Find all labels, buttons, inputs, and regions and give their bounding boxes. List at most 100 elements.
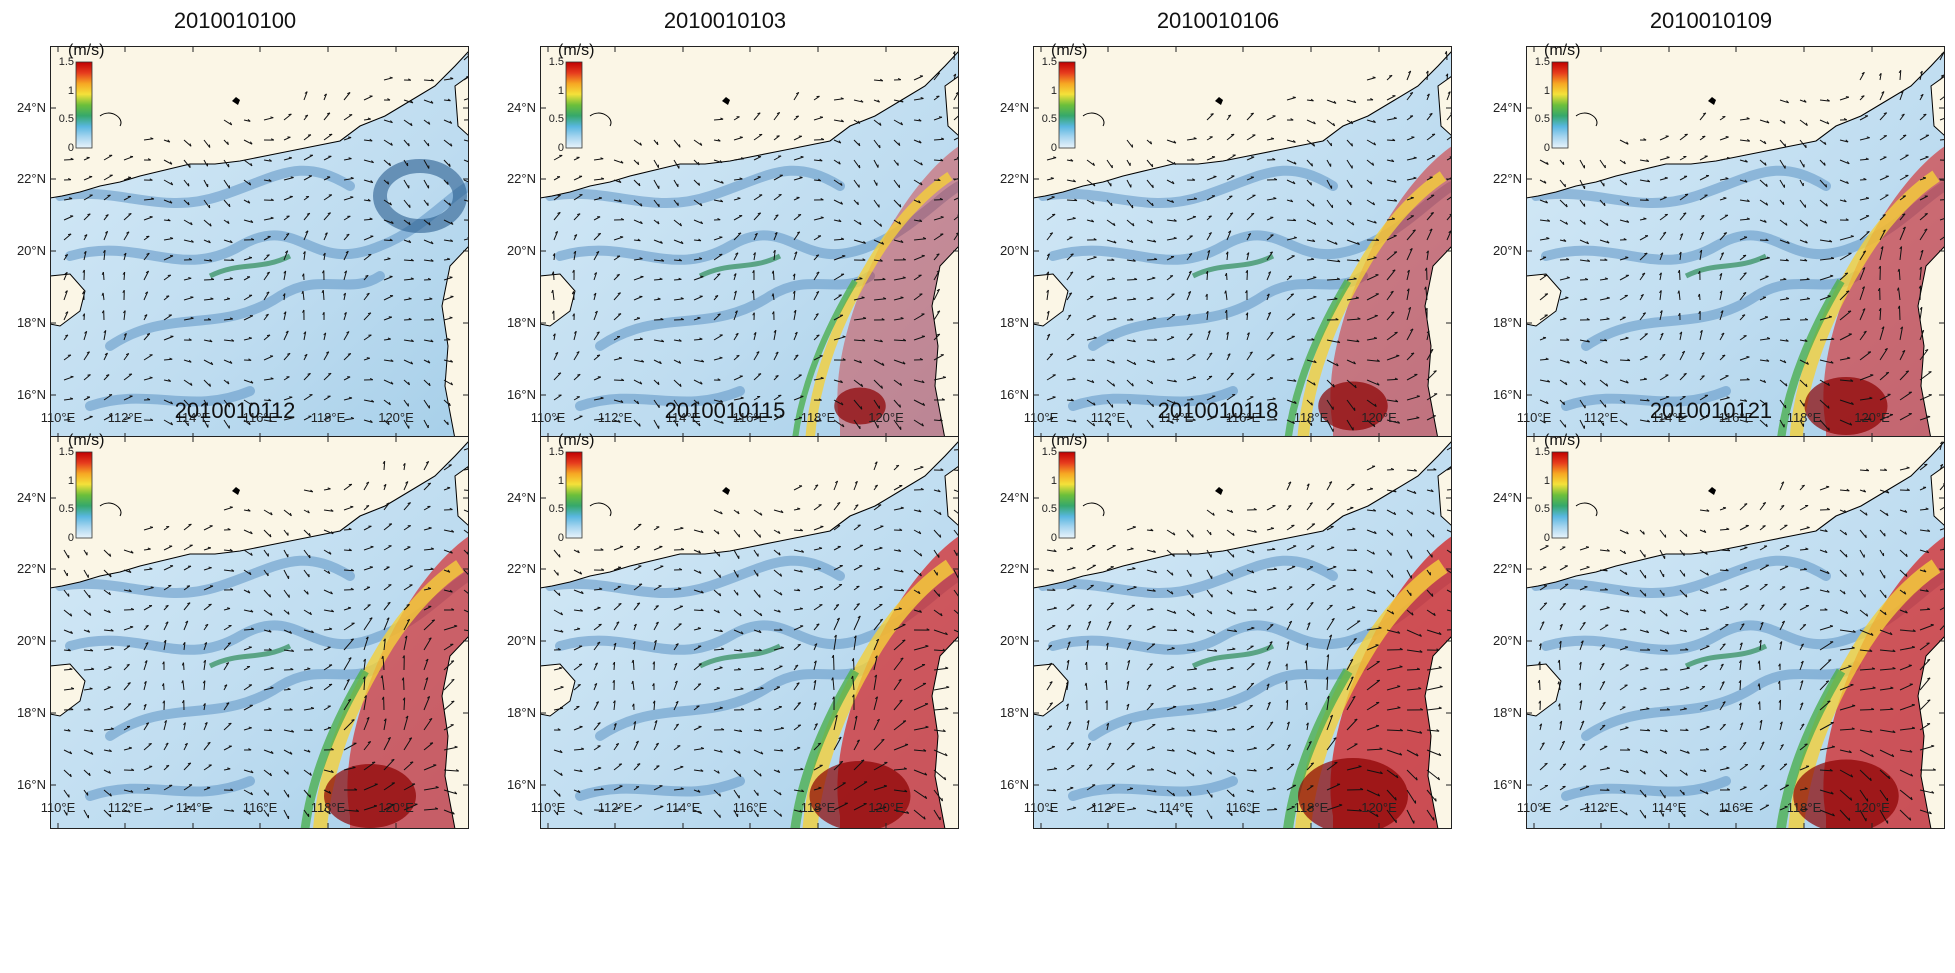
velocity-arrow — [63, 549, 70, 559]
arrow-head — [780, 726, 784, 729]
velocity-arrow — [1426, 549, 1433, 558]
velocity-arrow — [1326, 339, 1340, 344]
longitude-label: 120°E — [378, 800, 414, 815]
arrow-head — [270, 138, 275, 141]
velocity-arrow — [893, 639, 906, 651]
arrow-head — [1785, 297, 1790, 300]
velocity-arrow — [163, 238, 174, 241]
velocity-arrow — [83, 194, 93, 201]
arrow-head — [944, 753, 948, 757]
velocity-arrow — [733, 158, 744, 161]
velocity-arrow — [443, 399, 451, 407]
velocity-arrow — [1166, 666, 1174, 671]
velocity-arrow — [243, 419, 251, 426]
arrow-head — [652, 661, 655, 665]
velocity-arrow — [673, 298, 684, 301]
arrow-head — [1408, 70, 1412, 74]
colorbar-tick: 0.5 — [548, 503, 564, 516]
velocity-arrow — [1386, 749, 1402, 756]
velocity-arrow — [1426, 589, 1434, 597]
arrow-head — [640, 220, 643, 225]
velocity-arrow — [1839, 159, 1850, 165]
arrow-head — [210, 361, 214, 365]
velocity-arrow — [143, 605, 153, 611]
arrow-head — [1868, 417, 1872, 420]
velocity-arrow — [363, 254, 372, 261]
arrow-head — [82, 313, 85, 317]
arrow-head — [1719, 290, 1723, 294]
velocity-arrow — [593, 251, 600, 261]
arrow-head — [1376, 382, 1380, 386]
arrow-head — [1193, 197, 1197, 200]
velocity-arrow — [793, 608, 803, 611]
arrow-head — [1563, 317, 1567, 320]
arrow-head — [1392, 269, 1396, 272]
arrow-head — [734, 290, 737, 294]
arrow-head — [1173, 610, 1177, 614]
velocity-arrow — [613, 292, 621, 301]
velocity-arrow — [1106, 545, 1116, 551]
velocity-arrow — [403, 546, 411, 551]
arrow-head — [249, 141, 253, 145]
velocity-arrow — [343, 809, 359, 812]
arrow-head — [1806, 361, 1809, 365]
velocity-arrow — [323, 809, 331, 815]
velocity-arrow — [1046, 549, 1057, 553]
velocity-arrow — [573, 589, 584, 595]
arrow-head — [573, 250, 577, 254]
arrow-head — [248, 256, 252, 259]
arrow-head — [1171, 727, 1175, 730]
arrow-head — [1763, 140, 1767, 145]
velocity-arrow — [1839, 252, 1852, 261]
arrow-head — [366, 716, 370, 720]
velocity-arrow — [443, 317, 453, 321]
velocity-arrow — [613, 159, 624, 164]
arrow-head — [1247, 232, 1251, 236]
velocity-arrow — [223, 159, 230, 168]
velocity-arrow — [1085, 682, 1088, 691]
arrow-head — [1881, 91, 1885, 94]
arrow-head — [1396, 774, 1399, 779]
arrow-head — [435, 786, 439, 788]
arrow-head — [1326, 695, 1330, 699]
velocity-arrow — [1839, 179, 1849, 185]
velocity-arrow — [423, 588, 432, 591]
arrow-head — [104, 352, 108, 356]
arrow-head — [923, 748, 927, 752]
velocity-arrow — [403, 399, 409, 407]
velocity-arrow — [873, 785, 888, 791]
velocity-arrow — [1306, 523, 1316, 531]
arrow-head — [1647, 179, 1651, 183]
velocity-arrow — [403, 565, 413, 571]
velocity-arrow — [283, 688, 291, 691]
arrow-head — [1625, 336, 1629, 339]
arrow-head — [387, 257, 391, 260]
arrow-head — [1231, 573, 1234, 577]
arrow-head — [427, 277, 432, 281]
velocity-arrow — [1146, 643, 1156, 651]
arrow-head — [450, 550, 453, 554]
velocity-arrow — [1266, 587, 1277, 591]
velocity-arrow — [873, 199, 880, 208]
arrow-head — [367, 741, 371, 744]
arrow-head — [1660, 332, 1664, 336]
velocity-arrow — [1346, 606, 1356, 611]
velocity-arrow — [553, 416, 560, 421]
arrow-head — [365, 505, 370, 507]
velocity-arrow — [613, 236, 624, 241]
velocity-arrow — [833, 179, 843, 186]
arrow-head — [778, 609, 781, 613]
velocity-arrow — [933, 116, 943, 121]
arrow-head — [1212, 751, 1216, 755]
velocity-arrow — [633, 296, 643, 301]
arrow-head — [330, 747, 334, 751]
velocity-arrow — [1699, 112, 1707, 121]
velocity-arrow — [1286, 763, 1295, 771]
velocity-arrow — [1539, 219, 1550, 222]
velocity-arrow — [143, 765, 153, 771]
arrow-head — [1093, 336, 1097, 339]
velocity-arrow — [733, 529, 740, 538]
arrow-head — [737, 667, 742, 671]
arrow-head — [389, 162, 391, 166]
velocity-arrow — [713, 273, 721, 281]
